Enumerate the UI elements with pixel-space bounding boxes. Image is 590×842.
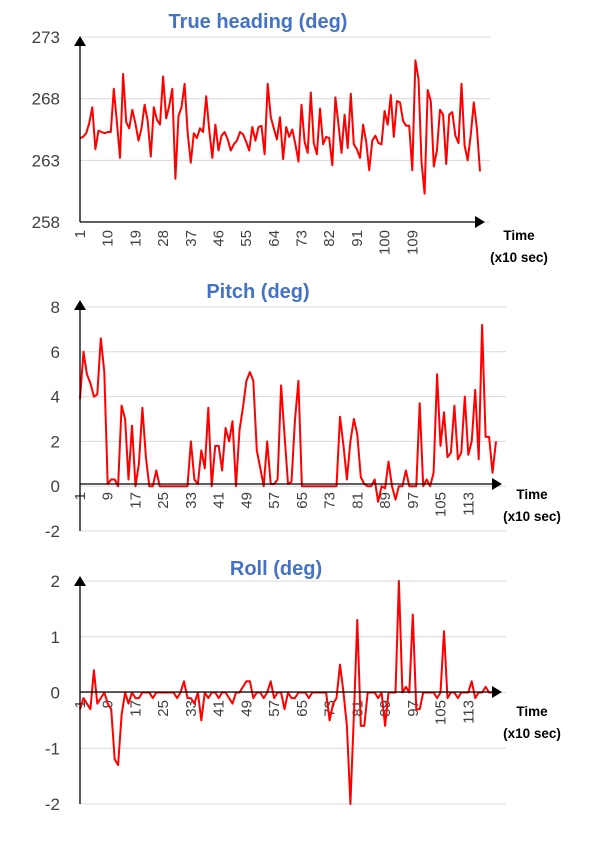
x-tick-label: 9 — [100, 492, 117, 500]
x-axis-arrow-icon — [492, 478, 502, 490]
true-heading-chart: True heading (deg) 273 268 263 258 1 10 19 28 3… — [32, 11, 548, 265]
x-axis-label: Time — [503, 228, 535, 243]
y-tick-label: 0 — [51, 684, 60, 703]
x-tick-label: 89 — [377, 700, 394, 717]
y-axis-arrow-icon — [74, 576, 86, 586]
x-tick-label: 46 — [210, 230, 227, 247]
x-axis-arrow-icon — [475, 216, 485, 228]
x-tick-labels: 1 10 19 28 37 46 55 64 73 82 91 100 109 — [72, 230, 421, 255]
x-tick-label: 57 — [266, 492, 283, 509]
y-axis-arrow-icon — [74, 300, 86, 310]
y-tick-label: 0 — [51, 477, 60, 496]
y-tick-label: 263 — [32, 151, 60, 170]
x-tick-label: 81 — [349, 700, 366, 717]
x-axis-unit-label: (x10 sec) — [503, 509, 561, 524]
roll-chart: Roll (deg) 210-1-2 191725334149576573818… — [45, 558, 561, 814]
x-axis-unit-label: (x10 sec) — [503, 726, 561, 741]
x-tick-label: 17 — [127, 700, 144, 717]
x-tick-label: 19 — [127, 230, 144, 247]
y-tick-label: 4 — [51, 388, 60, 407]
y-tick-label: 268 — [32, 90, 60, 109]
x-tick-label: 33 — [183, 700, 200, 717]
x-tick-label: 49 — [238, 492, 255, 509]
x-tick-label: 10 — [100, 230, 117, 247]
y-tick-label: 8 — [51, 298, 60, 317]
x-tick-label: 37 — [183, 230, 200, 247]
x-tick-label: 113 — [460, 492, 477, 516]
y-tick-label: -2 — [45, 522, 60, 541]
x-tick-label: 65 — [294, 700, 311, 717]
x-tick-label: 109 — [404, 230, 421, 255]
x-tick-label: 97 — [405, 700, 422, 717]
x-tick-label: 82 — [321, 230, 338, 247]
y-tick-labels: 273 268 263 258 — [32, 28, 60, 232]
chart-title: Pitch (deg) — [206, 281, 309, 303]
x-tick-label: 97 — [405, 492, 422, 509]
x-tick-label: 17 — [127, 492, 144, 509]
x-tick-label: 49 — [238, 700, 255, 717]
chart-title: True heading (deg) — [169, 11, 348, 33]
x-axis-unit-label: (x10 sec) — [490, 250, 548, 265]
x-tick-labels: 191725334149576573818997105113 — [72, 492, 477, 517]
x-tick-label: 100 — [377, 230, 394, 255]
x-tick-label: 113 — [460, 700, 477, 724]
x-tick-label: 25 — [155, 700, 172, 717]
y-tick-labels: 8 6 4 2 0 -2 — [45, 298, 60, 541]
x-tick-label: 105 — [433, 700, 450, 725]
y-tick-label: 2 — [51, 432, 60, 451]
x-axis-label: Time — [516, 704, 548, 719]
x-tick-label: 28 — [155, 230, 172, 247]
x-tick-label: 105 — [433, 492, 450, 517]
x-axis-arrow-icon — [492, 686, 502, 698]
y-tick-label: 273 — [32, 28, 60, 47]
x-tick-label: 1 — [72, 230, 89, 238]
x-tick-label: 65 — [294, 492, 311, 509]
x-tick-label: 73 — [322, 700, 339, 717]
x-tick-label: 91 — [349, 230, 366, 247]
x-axis-label: Time — [516, 487, 548, 502]
x-tick-label: 25 — [155, 492, 172, 509]
x-tick-label: 41 — [211, 492, 228, 509]
chart-title: Roll (deg) — [230, 558, 322, 580]
y-tick-label: 258 — [32, 213, 60, 232]
x-tick-label: 55 — [238, 230, 255, 247]
y-tick-label: -1 — [45, 739, 60, 758]
y-axis-arrow-icon — [74, 36, 86, 46]
x-tick-label: 81 — [349, 492, 366, 509]
y-tick-label: 2 — [51, 572, 60, 591]
y-tick-label: -2 — [45, 795, 60, 814]
x-tick-label: 57 — [266, 700, 283, 717]
x-tick-label: 64 — [266, 230, 283, 247]
roll-chart-panel: Roll (deg) 210-1-2 191725334149576573818… — [0, 555, 590, 842]
x-tick-label: 89 — [377, 492, 394, 509]
x-tick-label: 73 — [322, 492, 339, 509]
x-tick-label: 73 — [294, 230, 311, 247]
y-tick-label: 1 — [51, 628, 60, 647]
y-tick-labels: 2 1 0 -1 -2 — [45, 572, 60, 814]
y-tick-label: 6 — [51, 343, 60, 362]
x-tick-label: 41 — [211, 700, 228, 717]
series-line — [79, 59, 481, 195]
x-tick-label: 33 — [183, 492, 200, 509]
true-heading-chart-panel: True heading (deg) 273 268 263 258 1 10 19 28 3… — [0, 0, 590, 270]
